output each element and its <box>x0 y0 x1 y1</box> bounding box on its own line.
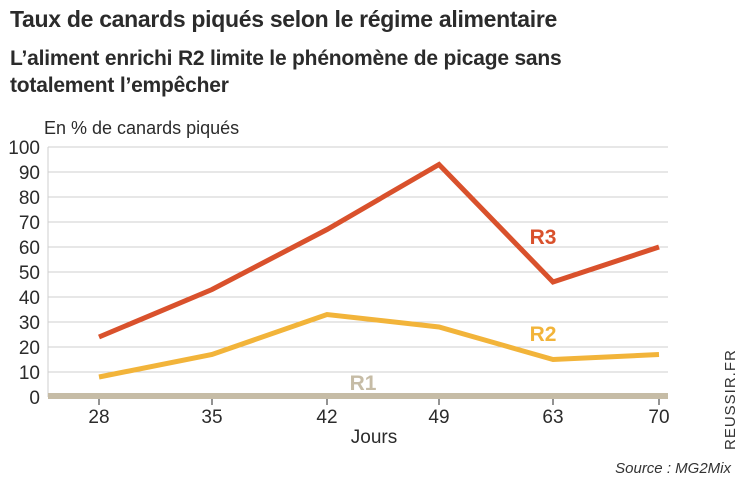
y-tick-label: 0 <box>29 388 40 409</box>
x-tick-label: 63 <box>542 407 563 428</box>
grid <box>47 146 668 399</box>
series-labels: R3 R2 R1 <box>350 226 557 395</box>
y-tick-label: 50 <box>19 263 40 284</box>
y-axis-label: En % de canards piqués <box>44 118 240 138</box>
x-tick-label: 70 <box>648 407 669 428</box>
y-tick-label: 100 <box>8 138 40 159</box>
x-axis-label: Jours <box>351 427 397 448</box>
x-tick-label: 28 <box>88 407 109 428</box>
x-tick-label: 49 <box>428 407 449 428</box>
x-tick-label: 42 <box>316 407 337 428</box>
y-tick-labels: 0 10 20 30 40 50 60 70 80 90 100 <box>8 138 40 409</box>
brand-watermark: REUSSIR.FR <box>722 349 739 450</box>
y-tick-label: 20 <box>19 338 40 359</box>
series-label-r1: R1 <box>350 372 377 395</box>
y-tick-label: 70 <box>19 213 40 234</box>
x-tick-labels: 28 35 42 49 63 70 <box>88 399 670 428</box>
chart-title: Taux de canards piqués selon le régime a… <box>10 6 558 32</box>
y-tick-label: 60 <box>19 238 40 259</box>
chart-subtitle: L’aliment enrichi R2 limite le phénomène… <box>10 47 562 97</box>
series-label-r3: R3 <box>530 226 557 249</box>
source-note: Source : MG2Mix <box>615 460 731 477</box>
y-tick-label: 30 <box>19 313 40 334</box>
y-tick-label: 90 <box>19 163 40 184</box>
series-lines <box>48 161 668 399</box>
series-line-r3 <box>98 161 660 340</box>
series-label-r2: R2 <box>530 323 557 346</box>
y-tick-label: 40 <box>19 288 40 309</box>
y-tick-label: 10 <box>19 363 40 384</box>
x-tick-label: 35 <box>201 407 222 428</box>
series-line-r2 <box>98 311 660 380</box>
y-tick-label: 80 <box>19 188 40 209</box>
